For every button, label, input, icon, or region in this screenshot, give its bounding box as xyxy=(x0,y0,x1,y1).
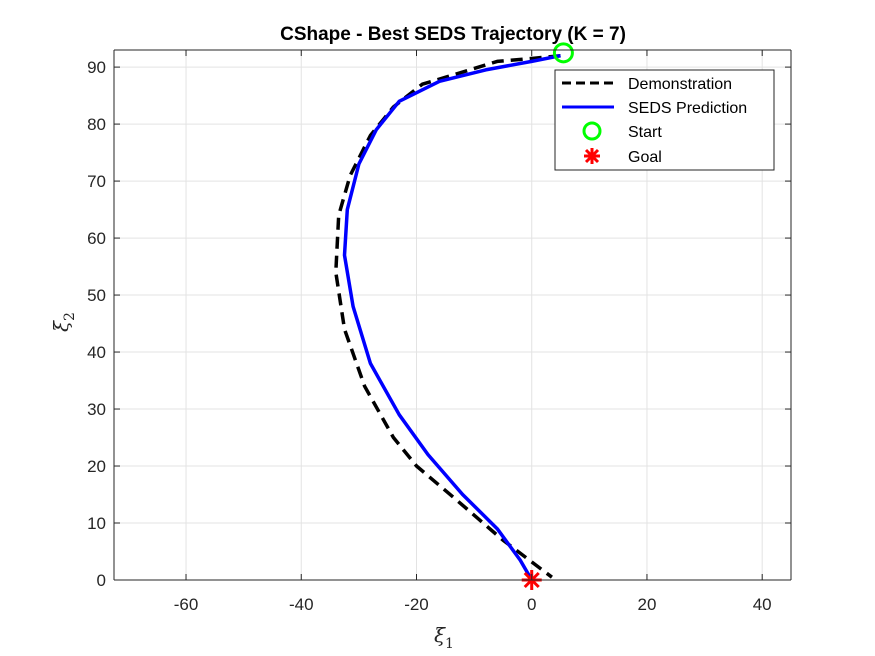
x-tick-labels: -60 -40 -20 0 20 40 xyxy=(174,595,772,614)
x-tick-label-1: -40 xyxy=(289,595,314,614)
legend-goal-label: Goal xyxy=(628,149,662,166)
legend-goal-marker xyxy=(584,148,600,164)
y-tick-label-3: 30 xyxy=(87,400,106,419)
y-tick-label-5: 50 xyxy=(87,286,106,305)
x-tick-label-3: 0 xyxy=(527,595,536,614)
y-axis-label-subscript: 2 xyxy=(62,312,78,321)
y-tick-label-4: 40 xyxy=(87,343,106,362)
y-tick-label-9: 90 xyxy=(87,58,106,77)
x-tick-label-2: -20 xyxy=(404,595,429,614)
legend: Demonstration SEDS Prediction Start Goal xyxy=(554,69,775,171)
y-tick-label-7: 70 xyxy=(87,172,106,191)
y-tick-labels: 0 10 20 30 40 50 60 70 80 90 xyxy=(87,58,106,590)
y-axis-label: ξ2 xyxy=(49,312,78,332)
x-axis-label-subscript: 1 xyxy=(445,636,454,652)
series-layer xyxy=(334,53,561,581)
y-tick-label-1: 10 xyxy=(87,514,106,533)
series-line-demonstration xyxy=(334,53,561,579)
x-axis-label-symbol: ξ xyxy=(434,623,446,647)
y-tick-label-6: 60 xyxy=(87,229,106,248)
y-tick-label-0: 0 xyxy=(97,571,106,590)
x-tick-label-4: 20 xyxy=(637,595,656,614)
y-tick-label-8: 80 xyxy=(87,115,106,134)
y-tick-label-2: 20 xyxy=(87,457,106,476)
legend-start-marker xyxy=(582,121,602,141)
y-axis-label-symbol: ξ xyxy=(49,320,73,332)
x-tick-label-0: -60 xyxy=(174,595,199,614)
legend-seds-label: SEDS Prediction xyxy=(628,100,747,117)
x-tick-label-5: 40 xyxy=(753,595,772,614)
start-marker xyxy=(552,42,574,64)
axes-frame xyxy=(113,49,792,581)
y-axis-label-group: ξ2 xyxy=(49,312,78,332)
legend-demonstration-label: Demonstration xyxy=(628,76,732,93)
chart-title: CShape - Best SEDS Trajectory (K = 7) xyxy=(280,24,626,45)
legend-start-label: Start xyxy=(628,124,662,141)
series-line-seds-prediction xyxy=(342,53,561,581)
x-axis-label: ξ1 xyxy=(434,623,454,652)
